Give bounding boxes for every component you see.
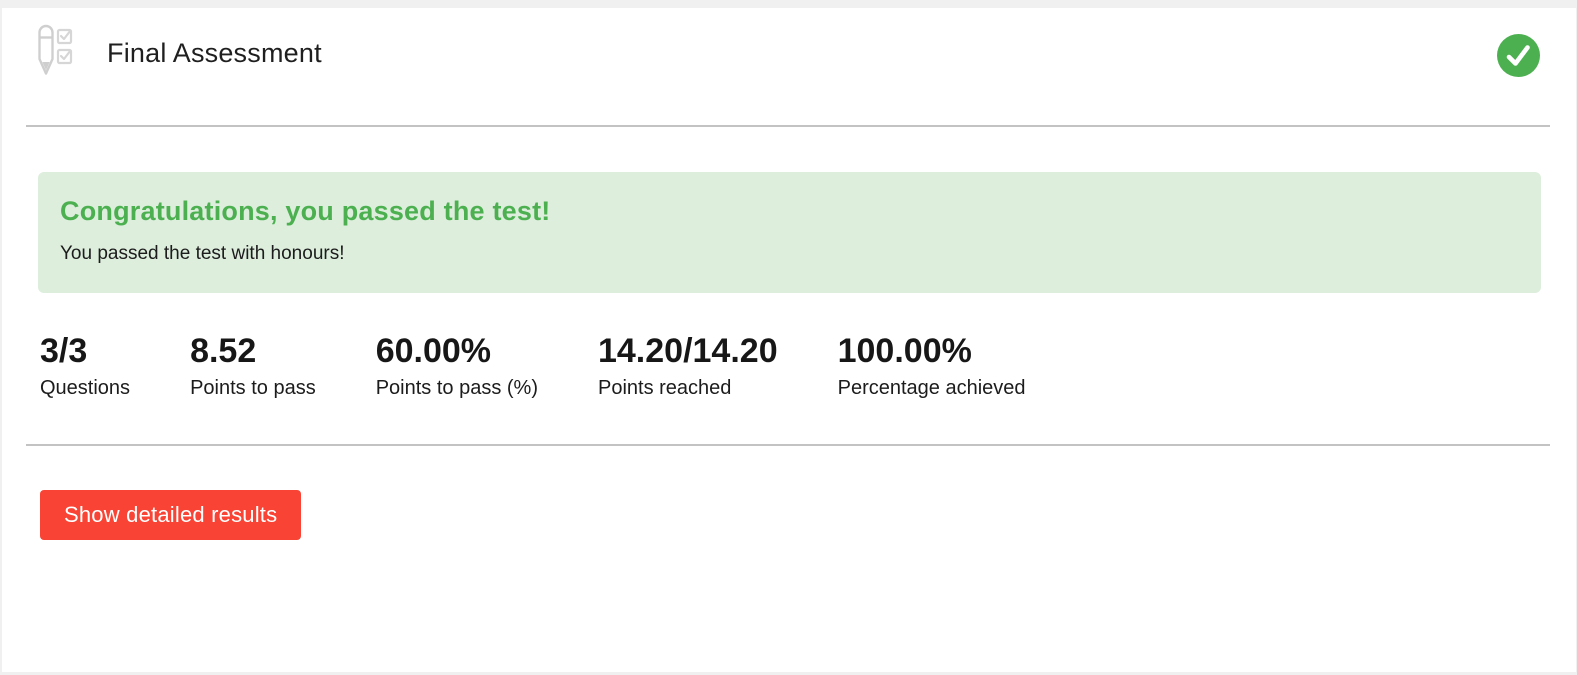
quiz-results-card: Final Assessment Congratulations, you pa… [2, 8, 1576, 672]
show-detailed-results-button[interactable]: Show detailed results [40, 490, 302, 540]
stat-value: 3/3 [40, 332, 88, 370]
stat-points-reached: 14.20/14.20 Points reached [598, 334, 778, 400]
quiz-header: Final Assessment [2, 8, 1576, 125]
stat-value: 60.00% [375, 332, 492, 370]
stat-questions: 3/3 Questions [40, 334, 130, 400]
stat-label: Questions [40, 377, 131, 399]
stat-points-to-pass-percent: 60.00% Points to pass (%) [376, 334, 538, 400]
stat-label: Points reached [597, 377, 732, 399]
stat-percentage-achieved: 100.00% Percentage achieved [838, 334, 1026, 400]
quiz-stats-row: 3/3 Questions 8.52 Points to pass 60.00%… [40, 334, 1552, 400]
check-circle-icon [1497, 34, 1540, 77]
quiz-pencil-checklist-icon [33, 23, 73, 79]
success-banner-message: You passed the test with honours! [60, 243, 345, 264]
stat-label: Points to pass [190, 377, 316, 399]
success-banner-title: Congratulations, you passed the test! [60, 196, 551, 226]
stat-value: 14.20/14.20 [597, 332, 778, 370]
stat-label: Percentage achieved [837, 377, 1026, 399]
header-divider [26, 125, 1550, 127]
stat-value: 8.52 [190, 332, 257, 370]
stat-points-to-pass: 8.52 Points to pass [190, 334, 316, 400]
page-title: Final Assessment [107, 38, 322, 68]
stat-label: Points to pass (%) [375, 377, 538, 399]
stats-divider [26, 444, 1550, 446]
stat-value: 100.00% [837, 332, 972, 370]
success-banner: Congratulations, you passed the test! Yo… [38, 172, 1541, 293]
